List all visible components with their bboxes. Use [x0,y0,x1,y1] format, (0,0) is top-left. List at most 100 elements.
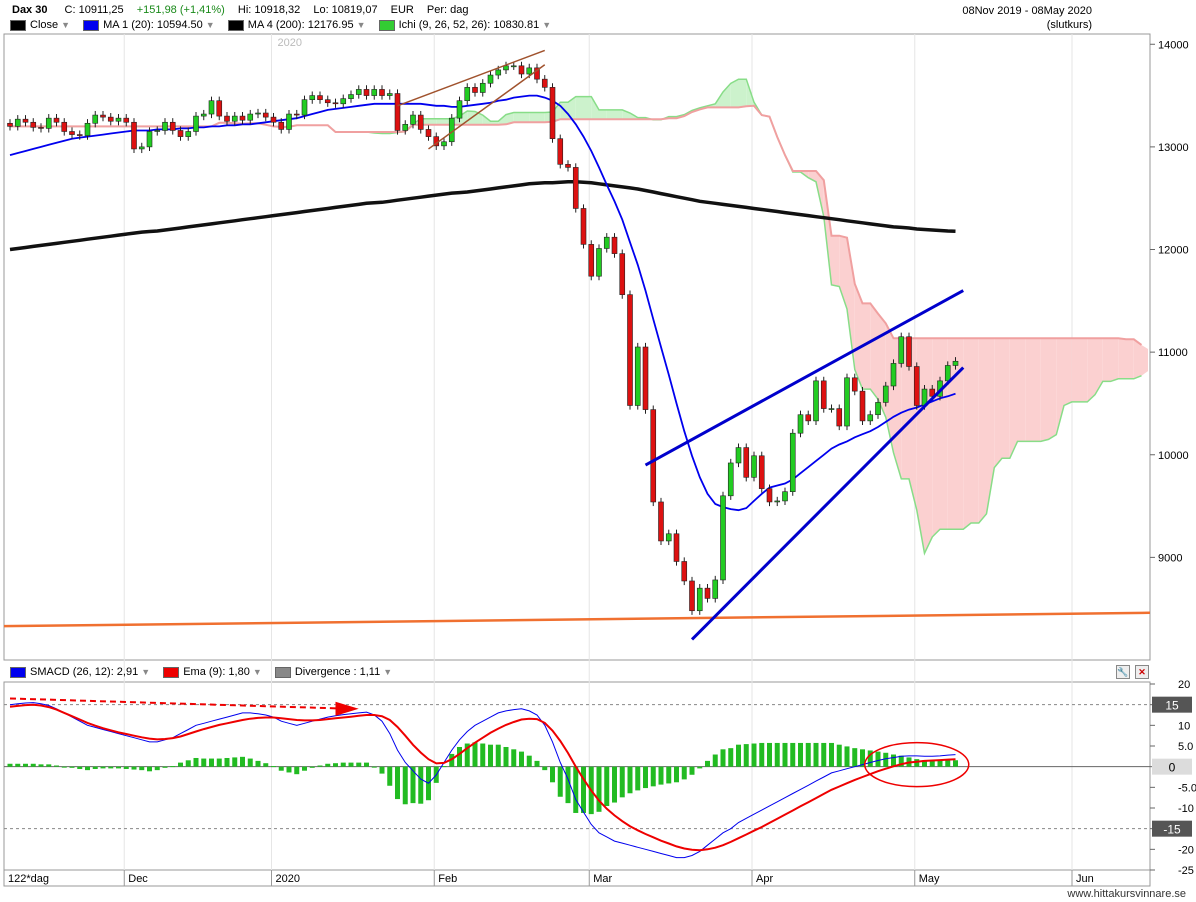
chevron-down-icon[interactable]: ▼ [542,20,552,30]
divergence-bar [364,762,369,767]
candle-body [642,346,649,410]
divergence-bar [697,766,703,769]
divergence-bar [557,766,563,797]
ichimoku-cloud-segment [1118,338,1126,379]
candle-body [394,93,401,131]
chevron-down-icon[interactable]: ▼ [141,667,151,677]
ichimoku-cloud-segment [459,110,468,125]
ichimoku-cloud-segment [1040,338,1049,442]
candle-body [944,365,951,382]
candle-body [84,122,91,136]
legend-ichi[interactable]: Ichi (9, 26, 52, 26): 10830.81 ▼ [378,19,552,31]
divergence-bar [852,748,858,767]
chevron-down-icon[interactable]: ▼ [356,20,366,30]
divergence-bar [247,758,253,767]
ichimoku-cloud-segment [808,171,816,182]
candle-body [696,587,703,612]
legend-ichi-label: Ichi (9, 26, 52, 26): 10830.81 [398,19,540,31]
quote-summary: Dax 30 C: 10911,25 +151,98 (+1,41%) Hi: … [12,4,479,16]
chevron-down-icon[interactable]: ▼ [383,667,393,677]
chevron-down-icon[interactable]: ▼ [205,20,215,30]
candle-body [200,113,207,117]
candle-body [782,491,788,502]
divergence-bar [54,765,59,767]
divergence-bar [914,759,920,767]
ichimoku-cloud-segment [1102,338,1111,382]
ichimoku-cloud-segment [1071,338,1080,402]
legend-ma200[interactable]: MA 4 (200): 12176.95 ▼ [227,19,366,31]
legend-smacd-label: SMACD (26, 12): 2,91 [30,666,139,678]
candle-body [224,115,230,122]
candle-body [363,89,370,96]
divergence-bar [798,742,803,767]
candle-body [76,134,83,136]
candle-body [247,113,254,121]
ichimoku-cloud-segment [738,79,747,108]
candle-body [712,579,719,599]
candle-body [216,100,223,117]
candle-body [828,408,835,410]
divergence-bar [116,766,121,769]
candle-body [704,587,711,599]
divergence-bar [85,766,90,771]
chevron-down-icon[interactable]: ▼ [61,20,71,30]
candle-body [906,336,912,367]
ichimoku-cloud-segment [932,338,940,537]
ichimoku-cloud-segment [924,338,933,554]
candle-body [154,130,161,132]
candle-body [309,95,316,100]
wrench-icon[interactable]: 🔧 [1116,665,1130,679]
chevron-down-icon[interactable]: ▼ [252,667,262,677]
candle-body [53,117,60,123]
candle-body [774,500,781,503]
legend-ema[interactable]: Ema (9): 1,80 ▼ [163,666,262,678]
y-tick-label: 11000 [1158,347,1188,359]
date-range: 08Nov 2019 - 08May 2020 (slutkurs) [962,4,1092,32]
divergence-arrow-line [9,697,352,710]
divergence-bar [224,757,230,767]
x-tick-label: Apr [756,873,773,885]
divergence-bar [286,766,292,773]
candle-body [286,113,292,130]
ma200-line [9,180,956,252]
divergence-bar [23,763,28,767]
divergence-bar [883,752,889,767]
candle-body [371,89,378,96]
candle-body [673,533,680,562]
legend-close[interactable]: Close ▼ [10,19,70,31]
legend-smacd[interactable]: SMACD (26, 12): 2,91 ▼ [10,666,150,678]
period: Per: dag [426,4,469,16]
close-icon[interactable]: ✕ [1135,665,1149,679]
ichimoku-cloud-segment [1009,338,1018,459]
divergence-bar [209,758,214,767]
legend-divergence[interactable]: Divergence : 1,11 ▼ [274,666,393,678]
y-tick-label: 13000 [1158,142,1189,154]
candle-body [580,208,587,245]
divergence-bar [441,766,447,768]
smacd-swatch [10,666,26,678]
divergence-bar [178,762,183,767]
candle-body [185,131,192,137]
low-value: Lo: 10819,07 [313,4,378,16]
candle-body [456,100,463,119]
close-value: C: 10911,25 [64,4,124,16]
year-watermark: 2020 [278,37,302,49]
candle-body [441,141,447,147]
divergence-bar [139,766,145,771]
legend-ma20[interactable]: MA 1 (20): 10594.50 ▼ [83,19,215,31]
candle-body [627,294,633,406]
divergence-bar [604,766,610,807]
candle-body [588,244,595,277]
candle-body [681,561,688,582]
ichimoku-cloud-segment [529,112,537,123]
divergence-bar [30,763,36,767]
legend-ma200-label: MA 4 (200): 12176.95 [247,19,354,31]
divergence-bar [666,766,672,784]
candle-body [758,455,765,489]
divergence-bar [836,744,842,767]
divergence-bar [123,766,129,769]
divergence-bar [100,766,106,769]
divergence-bar [154,766,160,771]
divergence-bar [371,766,377,768]
